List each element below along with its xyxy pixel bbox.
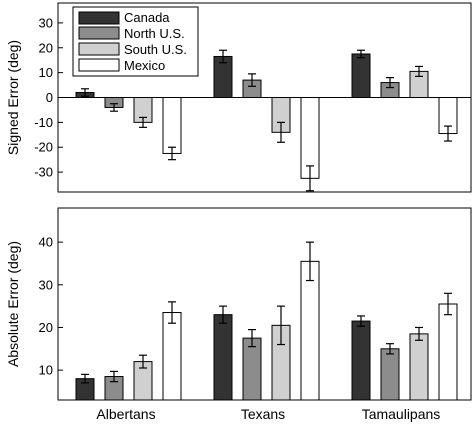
legend: Canada North U.S. South U.S. Mexico [72,6,199,77]
signed-bar-albertans-mexico [162,97,182,154]
absolute-bar-tamaulipans-mexico [438,303,458,401]
signed-bar-tamaulipans-canada [351,53,371,98]
signed-ytick-label--30: -30 [34,165,53,180]
legend-item-canada: Canada [78,10,170,25]
signed-ytick-label-10: 10 [39,65,53,80]
legend-item-mexico: Mexico [78,58,165,73]
absolute-bar-tamaulipans-canada [351,320,371,401]
signed-ytick-label--10: -10 [34,115,53,130]
absolute-error-bars [75,260,458,401]
absolute-bar-texans-mexico [300,260,320,401]
absolute-bar-tamaulipans-north-us [380,348,400,401]
legend-label-mexico: Mexico [124,58,165,73]
signed-ytick-label--20: -20 [34,140,53,155]
absolute-bar-texans-canada [213,314,233,401]
legend-label-canada: Canada [124,10,170,25]
absolute-ytick-label-10: 10 [39,363,53,378]
legend-swatch-canada [78,11,120,25]
signed-error-bars [75,53,458,179]
absolute-error-error-bars [81,241,452,384]
absolute-ytick-label-30: 30 [39,277,53,292]
absolute-ytick-label-40: 40 [39,235,53,250]
legend-label-south-us: South U.S. [124,42,187,57]
signed-ytick-label-0: 0 [46,90,53,105]
absolute-bar-albertans-mexico [162,312,182,401]
absolute-bar-tamaulipans-south-us [409,333,429,401]
category-label-texans: Texans [241,406,285,422]
signed-error-error-bars [81,49,452,192]
category-label-tamaulipans: Tamaulipans [362,406,441,422]
signed-error-panel: Signed Error (deg) -30 -20 -10 0 10 20 30 Cana… [5,2,472,193]
absolute-error-plot-frame [57,207,472,401]
absolute-error-ylabel: Absolute Error (deg) [5,241,21,367]
absolute-ytick-label-20: 20 [39,320,53,335]
legend-item-south-us: South U.S. [78,42,187,57]
legend-swatch-north-us [78,26,120,40]
category-label-albertans: Albertans [96,406,155,422]
signed-ytick-label-30: 30 [39,15,53,30]
legend-swatch-mexico [78,58,120,72]
legend-label-north-us: North U.S. [124,26,185,41]
signed-error-yticks: -30 -20 -10 0 10 20 30 [34,15,471,180]
signed-error-ylabel: Signed Error (deg) [5,40,21,155]
absolute-error-yticks: 10 20 30 40 [39,235,63,378]
signed-ytick-label-20: 20 [39,40,53,55]
legend-item-north-us: North U.S. [78,26,185,41]
absolute-bar-texans-north-us [242,337,262,401]
legend-swatch-south-us [78,42,120,56]
